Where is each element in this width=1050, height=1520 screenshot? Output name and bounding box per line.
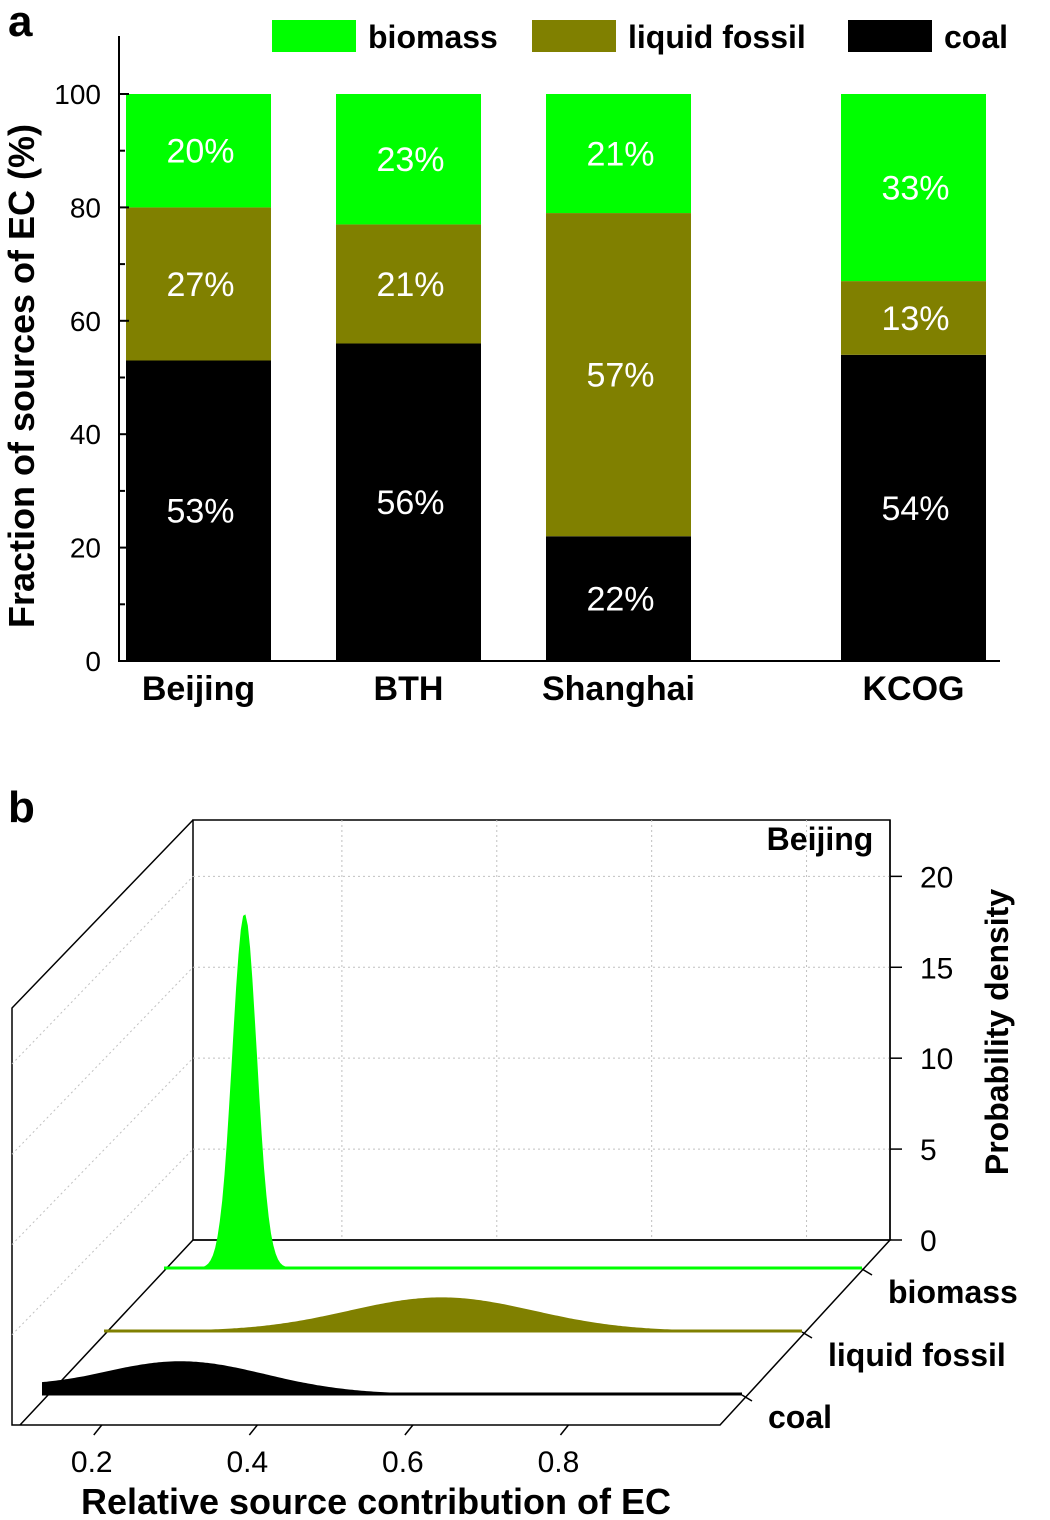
- bar-liquid-fossil-beijing: [126, 207, 271, 361]
- panel-b-density-3d: b 0.2 0.4 0.6 0.8 0 5 10 15 20 Beijing Probabili…: [8, 783, 1018, 1520]
- data-label-coal-bth: 56%: [376, 484, 444, 522]
- z-tick-label: 15: [920, 952, 953, 985]
- bar-biomass-kcog: [841, 94, 986, 282]
- z-axis-title: Probability density: [979, 889, 1015, 1175]
- 3d-frame: [11, 819, 902, 1436]
- gridline-diagonal: [11, 876, 194, 1065]
- data-label-liquid-fossil-kcog: 13%: [881, 300, 949, 338]
- x-axis-title: Relative source contribution of EC: [81, 1481, 671, 1520]
- z-tick-label: 20: [920, 861, 953, 894]
- data-label-biomass-kcog: 33%: [881, 170, 949, 208]
- bar-biomass-shanghai: [546, 94, 691, 214]
- y-tick-label: 0: [85, 646, 101, 677]
- axes: Beijing BTH Shanghai KCOG 0 20 40 60 80 100: [54, 36, 1000, 708]
- density-curve-liquid-fossil: [104, 1297, 802, 1331]
- data-label-coal-beijing: 53%: [166, 493, 234, 531]
- z-tick-label: 0: [920, 1225, 937, 1258]
- density-curves: [42, 914, 862, 1396]
- legend-label-coal: coal: [944, 19, 1008, 55]
- y-tick-label: 80: [70, 192, 101, 223]
- depth-tick: [741, 1394, 753, 1402]
- depth-tick: [861, 1268, 873, 1276]
- x-tick: [248, 1424, 258, 1436]
- legend-label-biomass: biomass: [368, 19, 498, 55]
- legend-swatch-biomass: [272, 20, 356, 52]
- gridline-diagonal: [11, 1057, 194, 1245]
- density-curve-coal: [42, 1361, 742, 1394]
- gridline-diagonal: [11, 1148, 194, 1336]
- legend-swatch-coal: [848, 20, 932, 52]
- data-label-biomass-bth: 23%: [376, 141, 444, 179]
- side-wall: [11, 819, 194, 1426]
- density-curve-biomass: [164, 914, 862, 1268]
- bar-coal-bth: [336, 343, 481, 661]
- x-tick-label: 0.6: [382, 1446, 424, 1479]
- data-label-liquid-fossil-beijing: 27%: [166, 266, 234, 304]
- back-wall: [192, 819, 891, 1241]
- y-tick-label: 40: [70, 419, 101, 450]
- y-tick-label: 20: [70, 533, 101, 564]
- x-tick-label: 0.4: [226, 1446, 268, 1479]
- 3d-axis-labels: 0.2 0.4 0.6 0.8 0 5 10 15 20: [71, 861, 953, 1479]
- x-tick: [559, 1424, 570, 1436]
- bar-biomass-bth: [336, 94, 481, 225]
- legend-label-liquid-fossil: liquid fossil: [628, 19, 806, 55]
- legend-swatch-liquid-fossil: [532, 20, 616, 52]
- y-tick-label: 60: [70, 306, 101, 337]
- bars: 53% 27% 20% 56% 21% 23% 22% 57% 21% 54% 13% 33%: [126, 94, 986, 661]
- x-tick: [93, 1424, 103, 1436]
- z-tick-label: 5: [920, 1134, 937, 1167]
- x-tick-label: 0.8: [538, 1446, 580, 1479]
- site-title: Beijing: [767, 821, 874, 857]
- data-label-coal-shanghai: 22%: [586, 581, 654, 619]
- x-tick: [404, 1424, 414, 1436]
- gridline-diagonal: [11, 966, 194, 1155]
- y-axis-title: Fraction of sources of EC (%): [1, 124, 42, 628]
- x-tick-label: Beijing: [142, 670, 255, 708]
- panel-a-label: a: [8, 0, 33, 46]
- data-label-biomass-beijing: 20%: [166, 133, 234, 171]
- bar-liquid-fossil-kcog: [841, 281, 986, 355]
- legend: biomass liquid fossil coal: [272, 19, 1008, 55]
- bar-liquid-fossil-shanghai: [546, 213, 691, 537]
- x-tick-label: BTH: [374, 670, 444, 708]
- bar-coal-kcog: [841, 354, 986, 661]
- series-label-liquid-fossil: liquid fossil: [828, 1337, 1006, 1373]
- data-label-coal-kcog: 54%: [881, 490, 949, 528]
- series-label-biomass: biomass: [888, 1274, 1018, 1310]
- y-tick-label: 100: [54, 79, 101, 110]
- depth-tick: [801, 1331, 813, 1339]
- x-tick-label: KCOG: [863, 670, 965, 708]
- bar-biomass-beijing: [126, 94, 271, 208]
- data-label-liquid-fossil-bth: 21%: [376, 266, 444, 304]
- z-tick-label: 10: [920, 1043, 953, 1076]
- panel-a-bar-chart: a biomass liquid fossil coal Fraction of…: [1, 0, 1008, 708]
- x-tick-label: Shanghai: [542, 670, 695, 708]
- bar-liquid-fossil-bth: [336, 224, 481, 344]
- x-tick-label: 0.2: [71, 1446, 113, 1479]
- bar-coal-beijing: [126, 360, 271, 661]
- bar-coal-shanghai: [546, 536, 691, 661]
- panel-b-label: b: [8, 783, 35, 832]
- data-label-liquid-fossil-shanghai: 57%: [586, 357, 654, 395]
- series-label-coal: coal: [768, 1399, 832, 1435]
- data-label-biomass-shanghai: 21%: [586, 136, 654, 174]
